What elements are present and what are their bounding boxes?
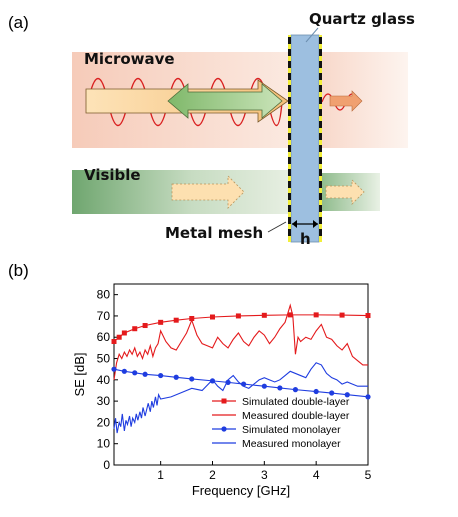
- visible-transmitted-arrow: [325, 179, 365, 205]
- y-tick-label: 10: [97, 437, 111, 451]
- y-tick-label: 0: [103, 458, 110, 472]
- series-marker: [261, 383, 267, 389]
- y-tick-label: 60: [97, 330, 111, 344]
- series-marker: [287, 312, 293, 318]
- series-marker: [344, 392, 350, 398]
- microwave-label: Microwave: [84, 50, 175, 68]
- quartz-pointer: [305, 27, 319, 43]
- series-marker: [209, 314, 215, 320]
- series-line-1: [113, 303, 368, 380]
- series-marker: [132, 370, 138, 376]
- legend-label-0: Simulated double-layer: [242, 396, 350, 408]
- reflected-arrow: [167, 83, 283, 119]
- series-marker: [235, 313, 241, 319]
- series-marker: [111, 366, 117, 372]
- quartz-glass: [290, 34, 320, 243]
- x-tick-label: 5: [365, 468, 372, 482]
- series-marker: [277, 385, 283, 391]
- x-axis-title: Frequency [GHz]: [192, 483, 290, 498]
- x-tick-label: 2: [209, 468, 216, 482]
- legend-label-1: Measured double-layer: [242, 410, 350, 422]
- series-marker: [189, 376, 195, 382]
- series-marker: [261, 312, 267, 318]
- series-marker: [121, 368, 127, 374]
- series-marker: [158, 372, 164, 379]
- thickness-arrowhead-right: [313, 220, 318, 228]
- x-tick-label: 1: [157, 468, 164, 482]
- series-marker: [365, 394, 371, 400]
- series-marker: [313, 388, 319, 395]
- visible-incident-arrow: [171, 175, 245, 209]
- series-marker: [189, 315, 195, 321]
- series-marker: [111, 338, 117, 344]
- series-marker: [121, 330, 127, 336]
- legend-marker: [221, 398, 227, 404]
- y-tick-label: 50: [97, 352, 111, 366]
- series-marker: [313, 312, 319, 318]
- series-marker: [132, 326, 138, 332]
- series-marker: [173, 317, 179, 323]
- y-tick-label: 70: [97, 309, 111, 323]
- thickness-label: h: [300, 230, 311, 248]
- series-marker: [339, 312, 345, 318]
- series-marker: [292, 387, 299, 393]
- series-marker: [142, 371, 148, 377]
- series-marker: [173, 374, 179, 380]
- y-tick-label: 80: [97, 288, 111, 302]
- panel-a-label: (a): [8, 13, 29, 32]
- y-tick-label: 20: [97, 415, 111, 429]
- thickness-arrowhead-left: [292, 220, 297, 228]
- y-axis-title: SE [dB]: [72, 352, 87, 396]
- y-tick-label: 30: [97, 394, 111, 408]
- metal-mesh-label: Metal mesh: [165, 224, 263, 242]
- panel-b-label: (b): [8, 261, 29, 280]
- series-marker: [158, 319, 164, 325]
- legend-label-2: Simulated monolayer: [242, 424, 341, 436]
- series-marker: [142, 323, 148, 329]
- series-line-3: [113, 362, 368, 434]
- visible-label: Visible: [84, 166, 141, 184]
- legend-label-3: Measured monolayer: [242, 438, 341, 450]
- series-marker: [365, 313, 371, 319]
- mesh-pointer: [267, 221, 287, 233]
- x-tick-label: 4: [313, 468, 320, 482]
- plot-frame: [113, 283, 369, 466]
- transmitted-arrow: [329, 90, 363, 112]
- quartz-glass-label: Quartz glass: [309, 10, 415, 28]
- legend-marker: [221, 426, 227, 432]
- series-marker: [329, 390, 335, 396]
- series-marker: [116, 334, 122, 340]
- y-tick-label: 40: [97, 373, 111, 387]
- x-tick-label: 3: [261, 468, 268, 482]
- se-chart: 0 10 20 30 40 50 60 70 80 1 2 3 4 5 Frequency [GHz] SE …: [72, 283, 372, 498]
